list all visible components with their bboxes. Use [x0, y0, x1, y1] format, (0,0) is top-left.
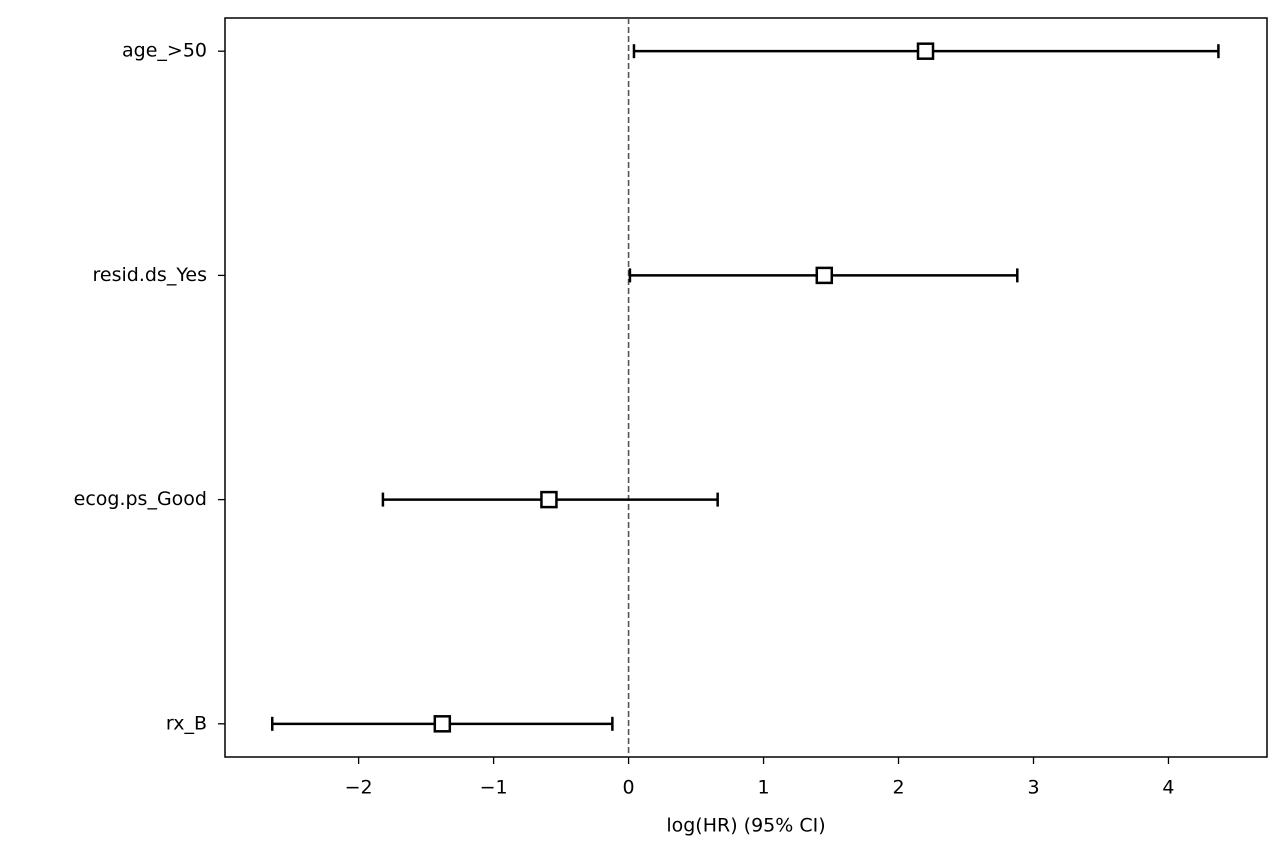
y-tick-label: resid.ds_Yes	[93, 264, 208, 286]
x-tick-label: 4	[1162, 777, 1174, 799]
x-tick-label: −1	[480, 777, 508, 799]
point-estimate	[916, 42, 935, 60]
y-tick-label: rx_B	[166, 712, 207, 734]
x-tick-label: −2	[345, 777, 373, 799]
y-tick-label: age_>50	[122, 40, 207, 62]
y-tick-label: ecog.ps_Good	[74, 488, 207, 510]
x-axis-label: log(HR) (95% CI)	[666, 815, 825, 837]
point-estimate	[540, 490, 558, 509]
point-estimate	[433, 715, 452, 733]
x-tick-label: 3	[1027, 777, 1039, 799]
plot-frame	[224, 17, 1268, 758]
point-estimate	[815, 266, 834, 285]
x-tick-label: 2	[892, 777, 904, 799]
x-tick-label: 1	[757, 777, 769, 799]
x-tick-label: 0	[623, 777, 635, 799]
